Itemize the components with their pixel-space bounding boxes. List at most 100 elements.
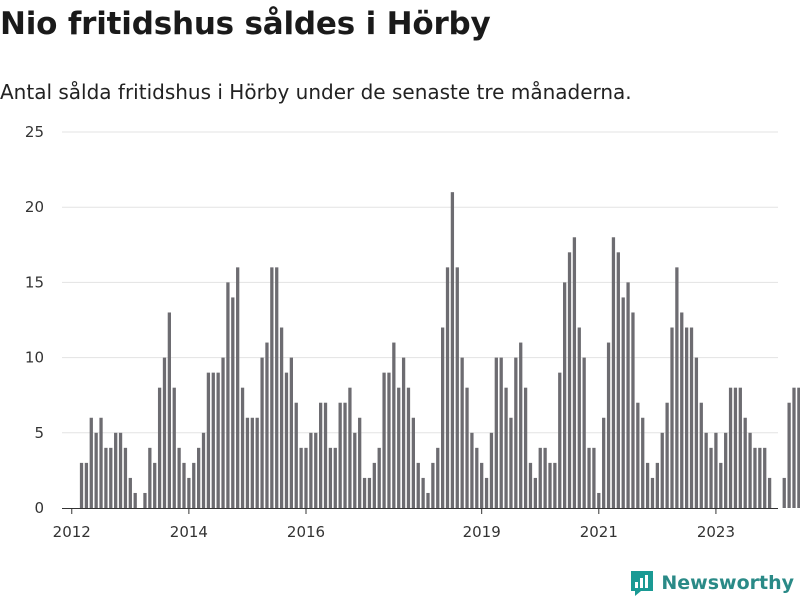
bar: [719, 462, 723, 508]
bar: [231, 297, 235, 508]
bar: [528, 462, 533, 508]
bar: [475, 447, 479, 508]
bar: [240, 387, 245, 508]
bar: [275, 267, 279, 508]
bar: [362, 477, 367, 508]
bar: [94, 432, 98, 508]
bar: [787, 402, 791, 508]
bar: [460, 357, 464, 508]
x-tick-label: 2012: [53, 523, 91, 541]
bar: [153, 462, 157, 508]
bar: [328, 447, 333, 508]
bar: [382, 372, 386, 508]
bar: [426, 492, 430, 508]
bar: [294, 402, 298, 508]
bar: [348, 387, 352, 508]
bar: [621, 297, 625, 508]
bar: [499, 357, 503, 508]
bar: [645, 462, 650, 508]
bar: [177, 447, 181, 508]
x-tick-label: 2014: [170, 523, 208, 541]
x-tick-label: 2016: [287, 523, 325, 541]
bar: [665, 402, 669, 508]
bar: [118, 432, 123, 508]
bar: [494, 357, 498, 508]
bar: [450, 192, 455, 508]
bar: [724, 432, 728, 508]
bar: [694, 357, 699, 508]
bar: [197, 447, 201, 508]
bar: [797, 387, 800, 508]
bar: [367, 477, 372, 508]
y-tick-label: 0: [34, 499, 44, 517]
bar: [782, 477, 786, 508]
bar: [509, 417, 513, 508]
bar: [655, 462, 659, 508]
bar: [587, 447, 591, 508]
bar: [611, 237, 616, 508]
bar: [162, 357, 167, 508]
y-tick-label: 25: [25, 123, 44, 141]
bar: [714, 432, 718, 508]
y-tick-label: 5: [34, 424, 44, 442]
bar: [563, 282, 567, 508]
bar: [758, 447, 762, 508]
bar: [641, 417, 645, 508]
bar: [484, 477, 489, 508]
bar: [709, 447, 713, 508]
bar: [133, 492, 137, 508]
bar: [728, 387, 733, 508]
bar: [236, 267, 240, 508]
bar: [748, 432, 752, 508]
bar: [250, 417, 254, 508]
bar: [99, 417, 103, 508]
bar: [265, 342, 269, 508]
brand-name: Newsworthy: [661, 572, 794, 594]
bar: [109, 447, 113, 508]
gridlines: [62, 131, 778, 434]
bar: [372, 462, 376, 508]
bar: [416, 462, 420, 508]
bar: [631, 312, 635, 508]
bar: [431, 462, 435, 508]
bar: [289, 357, 293, 508]
bar: [333, 447, 337, 508]
y-axis: 0 5 10 15 20 25: [25, 123, 44, 517]
chart-title: Nio fritidshus såldes i Hörby: [0, 6, 491, 42]
bar: [636, 402, 640, 508]
bar: [343, 402, 347, 508]
bar: [148, 447, 152, 508]
bar: [680, 312, 684, 508]
bar: [548, 462, 552, 508]
bar: [397, 387, 401, 508]
bar: [377, 447, 381, 508]
bar: [445, 267, 450, 508]
y-tick-label: 15: [25, 273, 44, 291]
bar: [455, 267, 459, 508]
bar: [221, 357, 225, 508]
bar: [689, 327, 694, 508]
bar: [167, 312, 171, 508]
bar: [489, 432, 494, 508]
bar: [465, 387, 469, 508]
bar: [304, 447, 308, 508]
bar: [763, 447, 767, 508]
brand: Newsworthy: [629, 567, 794, 599]
bar: [309, 432, 313, 508]
bar: [89, 417, 93, 508]
bar: [685, 327, 689, 508]
bar: [421, 477, 425, 508]
bar: [480, 462, 484, 508]
bar: [182, 462, 186, 508]
bars: [79, 192, 800, 508]
bar: [577, 327, 581, 508]
bar: [538, 447, 542, 508]
bar: [314, 432, 318, 508]
bar: [436, 447, 440, 508]
bar: [260, 357, 264, 508]
bar: [504, 387, 508, 508]
bar: [128, 477, 132, 508]
bar: [753, 447, 757, 508]
bar: [792, 387, 796, 508]
